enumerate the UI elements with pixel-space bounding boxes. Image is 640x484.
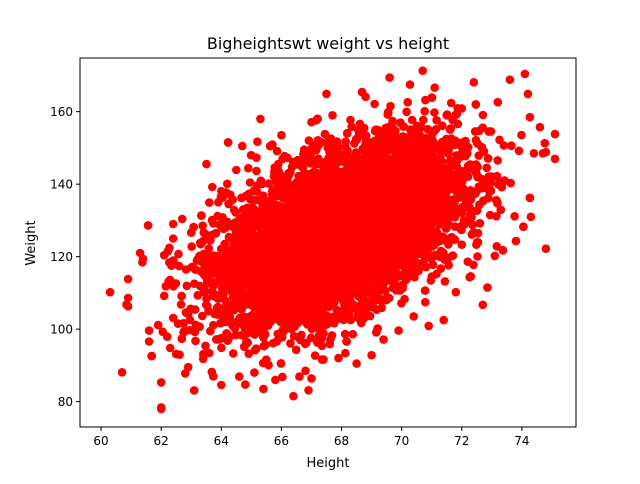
data-points-layer	[105, 66, 560, 414]
cloud-point	[341, 348, 350, 358]
cloud-point	[191, 336, 200, 346]
cloud-point	[457, 240, 467, 249]
cloud-point	[517, 130, 526, 140]
cloud-point	[182, 281, 192, 291]
cloud-point	[191, 320, 200, 330]
cloud-point	[190, 279, 199, 289]
cloud-point	[174, 249, 183, 259]
cloud-point	[478, 110, 488, 120]
cloud-point	[492, 242, 502, 251]
cloud-point	[272, 146, 282, 156]
cloud-point	[405, 80, 415, 89]
cloud-point	[304, 386, 313, 395]
cloud-point	[198, 311, 207, 321]
cloud-point	[245, 178, 255, 187]
cloud-point	[402, 107, 411, 117]
cloud-point	[329, 318, 339, 328]
cloud-point	[187, 242, 196, 251]
cloud-point	[397, 299, 406, 308]
cloud-point	[252, 166, 261, 176]
cloud-point	[348, 329, 358, 339]
cloud-point	[473, 252, 482, 261]
cloud-point	[310, 351, 320, 360]
cloud-point	[278, 372, 287, 382]
cloud-point	[217, 343, 226, 353]
cloud-point	[320, 129, 330, 139]
chart-title: Bigheightswt weight vs height	[207, 34, 449, 53]
dense-point-cloud	[122, 80, 551, 395]
cloud-point	[432, 116, 441, 125]
cloud-point	[291, 345, 301, 355]
cloud-point	[201, 341, 210, 351]
cloud-point	[440, 277, 450, 286]
cloud-point	[540, 138, 550, 148]
cloud-point	[381, 286, 390, 296]
cloud-point	[430, 108, 439, 117]
cloud-point	[341, 137, 351, 146]
cloud-point	[304, 136, 314, 145]
